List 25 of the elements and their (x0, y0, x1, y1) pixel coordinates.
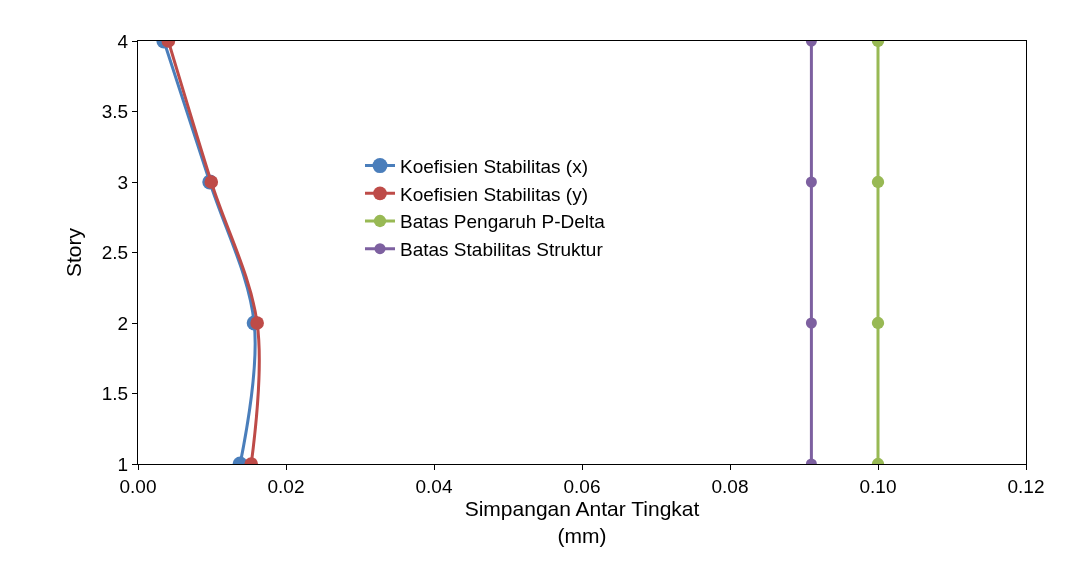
x-tick-label: 0.08 (711, 475, 749, 497)
x-tick-label: 0.04 (415, 475, 453, 497)
x-axis-title: Simpangan Antar Tingkat (mm) (464, 496, 700, 548)
y-tick-label: 2 (117, 312, 129, 334)
point (250, 316, 264, 330)
y-tick-label: 2.5 (101, 242, 129, 264)
y-axis-title: Story (61, 227, 85, 278)
x-tick-label: 0.02 (267, 475, 305, 497)
y-tick-label: 4 (117, 30, 129, 52)
x-tick-label: 0.10 (859, 475, 897, 497)
point (805, 176, 817, 188)
point (871, 316, 885, 330)
point (805, 317, 817, 329)
x-tick-label: 0.00 (119, 475, 157, 497)
x-tick-label: 0.12 (1007, 475, 1045, 497)
legend-label: Batas Stabilitas Struktur (400, 239, 604, 261)
legend-label: Koefisien Stabilitas (y) (400, 183, 588, 205)
legend-label: Batas Pengaruh P-Delta (400, 211, 606, 233)
y-tick-label: 1.5 (101, 383, 129, 405)
point (871, 175, 885, 189)
legend-label: Koefisien Stabilitas (x) (400, 156, 588, 178)
x-tick-label: 0.06 (563, 475, 601, 497)
y-tick-label: 3 (117, 171, 129, 193)
y-tick-label: 1 (117, 453, 129, 475)
y-tick-label: 3.5 (101, 101, 129, 123)
